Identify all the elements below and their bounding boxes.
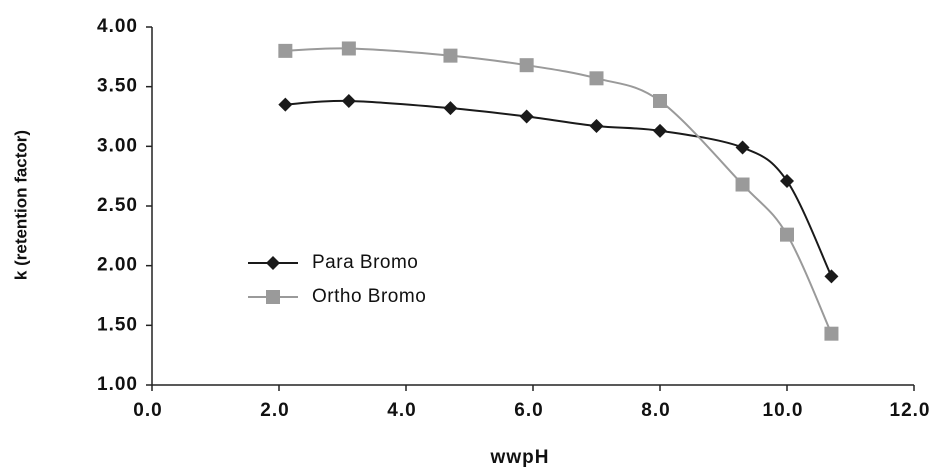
data-point <box>519 109 534 124</box>
y-tick-label: 3.50 <box>97 76 138 97</box>
legend-marker <box>266 290 280 304</box>
y-tick-label: 2.50 <box>97 195 138 216</box>
data-point <box>341 93 356 108</box>
y-tick-label: 1.50 <box>97 314 138 335</box>
x-tick-label: 4.0 <box>387 400 416 421</box>
x-tick-label: 2.0 <box>260 400 289 421</box>
x-tick-label: 12.0 <box>890 400 931 421</box>
data-point <box>278 97 293 112</box>
legend-label: Para Bromo <box>312 252 418 273</box>
x-tick-label: 0.0 <box>133 400 162 421</box>
data-point <box>653 93 667 108</box>
y-tick-label: 3.00 <box>97 135 138 156</box>
data-point <box>780 227 794 242</box>
data-point <box>443 48 458 63</box>
data-point <box>824 269 839 284</box>
x-tick-label: 10.0 <box>763 400 804 421</box>
y-axis-label: k (retention factor) <box>11 130 30 280</box>
data-point <box>824 326 839 341</box>
data-point <box>443 101 458 116</box>
y-tick-label: 4.00 <box>97 16 138 37</box>
data-point <box>278 43 293 58</box>
data-point <box>589 71 604 86</box>
y-tick-label: 1.00 <box>97 374 138 395</box>
data-point <box>735 177 750 192</box>
x-tick-label: 8.0 <box>641 400 670 421</box>
data-point <box>735 140 750 155</box>
legend-marker <box>266 256 280 270</box>
x-axis-label: wwpH <box>490 447 550 468</box>
data-point <box>341 41 356 56</box>
x-tick-label: 6.0 <box>514 400 543 421</box>
legend-label: Ortho Bromo <box>312 286 426 307</box>
data-point <box>780 173 794 188</box>
y-tick-label: 2.00 <box>97 255 138 276</box>
data-point <box>653 123 667 138</box>
data-point <box>589 119 604 134</box>
data-point <box>519 58 534 73</box>
